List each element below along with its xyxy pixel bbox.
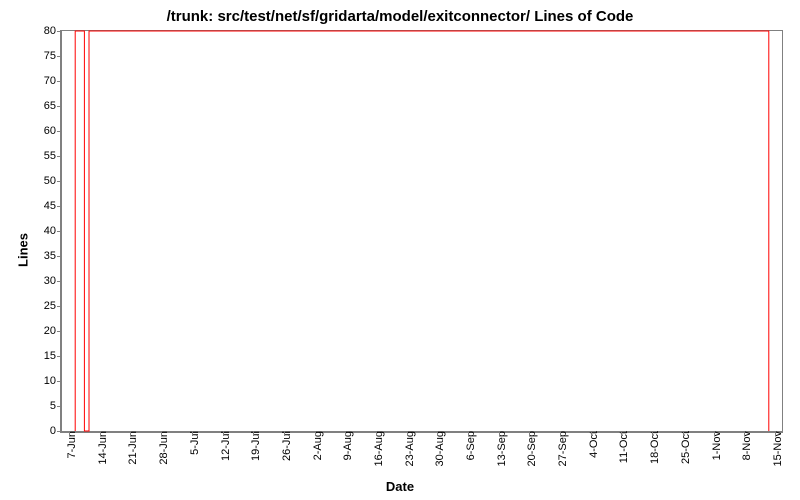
y-tick-mark [57, 131, 62, 132]
y-tick-mark [57, 306, 62, 307]
x-tick-mark [100, 431, 101, 436]
y-tick-mark [57, 406, 62, 407]
y-tick-mark [57, 281, 62, 282]
x-tick-mark [161, 431, 162, 436]
line-layer [62, 31, 782, 431]
x-tick-mark [437, 431, 438, 436]
y-tick-mark [57, 181, 62, 182]
y-tick-mark [57, 231, 62, 232]
x-tick-mark [130, 431, 131, 436]
y-tick-mark [57, 106, 62, 107]
y-tick-mark [57, 156, 62, 157]
x-tick-label: 15-Nov [766, 431, 784, 466]
x-tick-mark [652, 431, 653, 436]
x-tick-mark [560, 431, 561, 436]
y-tick-mark [57, 56, 62, 57]
loc-chart: /trunk: src/test/net/sf/gridarta/model/e… [0, 0, 800, 500]
y-tick-mark [57, 256, 62, 257]
x-tick-label: 13-Sep [490, 431, 508, 466]
x-tick-mark [468, 431, 469, 436]
x-tick-label: 27-Sep [551, 431, 569, 466]
x-axis-label: Date [0, 479, 800, 494]
x-tick-mark [223, 431, 224, 436]
chart-title: /trunk: src/test/net/sf/gridarta/model/e… [0, 8, 800, 25]
x-tick-label: 20-Sep [520, 431, 538, 466]
x-tick-mark [376, 431, 377, 436]
y-tick-mark [57, 331, 62, 332]
x-tick-mark [529, 431, 530, 436]
y-tick-mark [57, 81, 62, 82]
x-tick-label: 30-Aug [428, 431, 446, 466]
x-tick-mark [621, 431, 622, 436]
x-tick-mark [714, 431, 715, 436]
x-tick-label: 14-Jun [91, 431, 109, 465]
x-tick-mark [407, 431, 408, 436]
x-tick-label: 21-Jun [121, 431, 139, 465]
x-tick-mark [284, 431, 285, 436]
y-axis-label: Lines [15, 233, 30, 267]
x-tick-mark [192, 431, 193, 436]
x-tick-mark [499, 431, 500, 436]
x-tick-label: 16-Aug [367, 431, 385, 466]
x-tick-mark [683, 431, 684, 436]
y-tick-mark [57, 31, 62, 32]
y-tick-mark [57, 356, 62, 357]
y-tick-mark [57, 206, 62, 207]
series-line [75, 31, 769, 431]
x-tick-mark [315, 431, 316, 436]
x-tick-label: 28-Jun [152, 431, 170, 465]
x-tick-mark [345, 431, 346, 436]
x-tick-mark [69, 431, 70, 436]
x-tick-label: 23-Aug [398, 431, 416, 466]
y-tick-mark [57, 381, 62, 382]
x-tick-mark [775, 431, 776, 436]
x-tick-mark [253, 431, 254, 436]
plot-area: 051015202530354045505560657075807-Jun14-… [60, 30, 783, 433]
x-tick-mark [591, 431, 592, 436]
x-tick-mark [744, 431, 745, 436]
